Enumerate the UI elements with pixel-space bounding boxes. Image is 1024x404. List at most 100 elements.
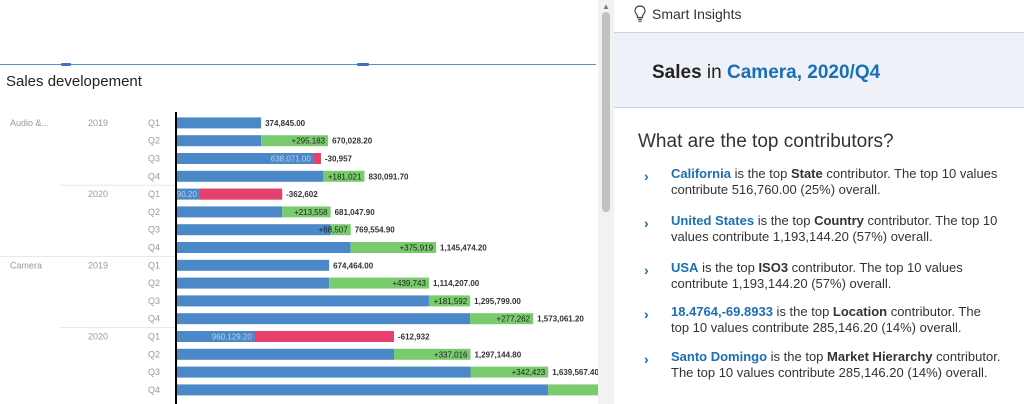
decrease-bar[interactable] [199,188,283,200]
waterfall-chart: Audio &... 2019 Q1 374,845.00 Q2 +295,183 670,… [0,112,598,404]
chart-panel: Sales developement Audio &... 2019 Q1 374,8… [0,63,598,404]
vertical-scrollbar[interactable]: ▲ [598,0,614,404]
increase-bar[interactable] [470,313,534,325]
delta-label: +213,558 [294,208,328,217]
increase-bar[interactable] [470,366,549,378]
quarter-label: Q2 [148,349,160,359]
value-bar[interactable] [176,259,330,271]
year-label: 2019 [88,260,108,270]
base-bar[interactable] [176,170,324,182]
delta-label: +342,423 [512,368,546,377]
scroll-up-arrow-icon[interactable]: ▲ [602,2,610,11]
chevron-right-icon[interactable]: › [644,168,649,184]
contributor-value[interactable]: 18.4764,-69.8933 [671,304,773,319]
dimension-name: Country [814,213,864,228]
delta-label: +439,743 [392,279,426,288]
section-question: What are the top contributors? [638,131,894,152]
quarter-label: Q3 [148,154,160,164]
base-bar[interactable] [176,242,351,253]
contributor-text: is the top [772,304,833,319]
base-bar[interactable] [176,135,262,147]
smart-insights-title: Smart Insights [652,6,742,22]
measure-name: Sales [652,62,702,83]
smart-insights-header: Smart Insights [614,0,1024,32]
value-label: 1,297,144.80 [474,350,521,359]
value-label: -362,602 [286,190,318,199]
contributor-text: is the top [754,213,815,228]
chart-top-border [0,64,596,65]
increase-bar[interactable] [428,295,471,307]
quarter-label: Q4 [148,385,160,395]
delta-label: +181,021 [328,172,362,181]
group-label: Camera [10,260,42,270]
quarter-label: Q3 [148,296,160,306]
contributor-value[interactable]: California [671,166,731,181]
smart-insights-panel: Smart Insights Sales in Camera, 2020/Q4 … [614,0,1024,404]
increase-bar[interactable] [350,242,437,253]
value-label: 681,047.90 [335,208,376,217]
base-bar[interactable] [176,206,283,218]
value-label: 670,028.20 [332,137,373,146]
chart-title: Sales developement [6,73,142,90]
base-bar[interactable] [176,366,471,378]
increase-bar[interactable] [330,224,351,236]
contributor-value[interactable]: Santo Domingo [671,349,768,364]
resize-handle[interactable] [357,63,369,66]
delta-label: +181,592 [434,297,468,306]
increase-bar[interactable] [393,348,471,360]
value-label: 1,114,207.00 [433,279,480,288]
dimension-name: Location [832,304,888,319]
contributor-text: is the top [730,166,791,181]
quarter-label: Q3 [148,225,160,235]
contributor-value[interactable]: United States [671,213,755,228]
delta-label: +295,183 [292,137,326,146]
base-value-label: 638,071.00 [271,155,312,164]
quarter-label: Q2 [148,207,160,217]
contributor-text: is the top [698,260,759,275]
insight-banner: Sales in Camera, 2020/Q4 [614,32,1024,108]
value-label: 769,554.90 [355,226,396,235]
base-bar[interactable] [176,384,549,396]
contributor-text: contributor. The top 10 values contribut… [671,213,998,244]
decrease-bar[interactable] [254,331,394,342]
contributor-text: is the top [767,349,828,364]
chevron-right-icon[interactable]: › [644,306,649,322]
dimension-name: State [790,166,823,181]
increase-bar[interactable] [548,384,598,396]
contributor-text: contributor. The top 10 values contribut… [671,349,1001,380]
resize-handle[interactable] [61,63,71,66]
dimension-name: Market Hierarchy [827,349,933,364]
base-bar[interactable] [176,224,331,236]
increase-bar[interactable] [329,277,429,289]
value-bar[interactable] [176,117,262,129]
value-label: 1,639,567.40 [552,368,598,377]
value-label: 1,573,061.20 [537,315,584,324]
chevron-right-icon[interactable]: › [644,351,649,367]
contributor-text: contributor. The top 10 values contribut… [671,166,998,197]
group-label: Audio &... [10,118,49,128]
quarter-label: Q2 [148,136,160,146]
contributor-text: contributor. The top 10 values contribut… [671,304,981,335]
decrease-bar[interactable] [313,153,321,164]
chevron-right-icon[interactable]: › [644,262,649,278]
contributor-value[interactable]: USA [671,260,699,275]
base-bar[interactable] [176,295,429,307]
delta-label: +88,507 [319,226,349,235]
base-value-label: 960,129.20 [212,333,253,342]
increase-bar[interactable] [323,170,365,182]
quarter-label: Q1 [148,118,160,128]
quarter-label: Q3 [148,367,160,377]
scrollbar-thumb[interactable] [602,12,610,212]
increase-bar[interactable] [282,206,331,218]
increase-bar[interactable] [261,135,329,147]
value-label: -30,957 [325,155,353,164]
quarter-label: Q1 [148,189,160,199]
quarter-label: Q4 [148,314,160,324]
year-label: 2019 [88,118,108,128]
base-bar[interactable] [176,313,471,325]
base-bar[interactable] [176,277,330,289]
quarter-label: Q4 [148,171,160,181]
base-bar[interactable] [176,348,394,360]
chevron-right-icon[interactable]: › [644,215,649,231]
base-bar[interactable] [176,153,321,164]
